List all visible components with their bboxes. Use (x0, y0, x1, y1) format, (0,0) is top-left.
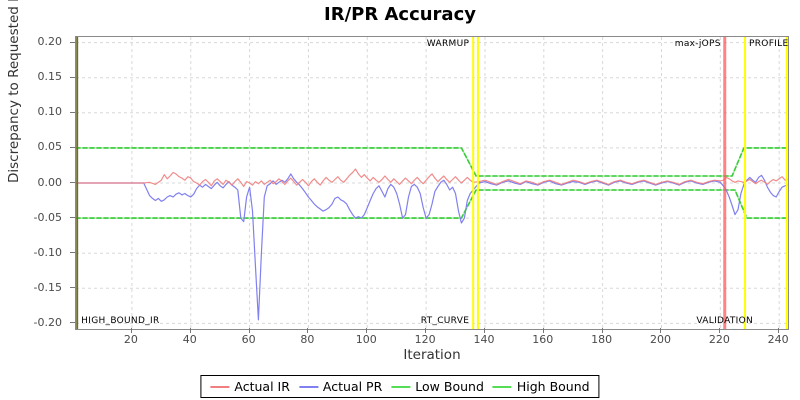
y-tickmark (70, 111, 75, 113)
series-high-bound (76, 147, 788, 177)
legend: Actual IR Actual PR Low Bound High Bound (200, 375, 600, 398)
y-tick-label: -0.10 (33, 245, 62, 259)
y-tick-label: 0.20 (37, 35, 63, 49)
legend-label: Actual IR (234, 379, 290, 394)
plot-area: HIGH_BOUND_IR WARMUP RT_CURVE max-jOPS VALID… (75, 36, 789, 330)
y-tick-label: 0.00 (37, 175, 63, 189)
y-tickmark (70, 182, 75, 183)
x-tick-label: 180 (591, 333, 613, 346)
x-tickmark (660, 328, 662, 333)
x-tick-label: 100 (355, 333, 377, 346)
x-tickmark (601, 328, 603, 333)
y-tickmark (70, 287, 75, 289)
series-actual-ir (76, 168, 788, 188)
chart-title: IR/PR Accuracy (324, 4, 476, 25)
series-high-bound-base (76, 147, 788, 177)
y-tick-label: 0.10 (37, 105, 63, 119)
marker-label-warmup-top: WARMUP (426, 39, 470, 49)
x-tick-label: 120 (414, 333, 436, 346)
legend-swatch (492, 385, 512, 388)
legend-item-low-bound: Low Bound (391, 379, 484, 394)
legend-item-actual-ir: Actual IR (210, 379, 290, 394)
x-tickmark (248, 328, 250, 333)
y-tickmark (70, 76, 75, 78)
legend-swatch (391, 385, 411, 388)
y-tick-label: -0.15 (33, 280, 62, 294)
marker-label-max-jops-bottom: VALIDATION (696, 316, 754, 326)
y-tick-label: 0.05 (37, 140, 63, 154)
series-low-bound (76, 189, 788, 219)
x-tickmark (778, 328, 780, 333)
y-tickmark (70, 146, 75, 148)
legend-item-high-bound: High Bound (492, 379, 590, 394)
legend-label: Low Bound (415, 379, 484, 394)
x-tick-label: 40 (182, 333, 197, 346)
y-tick-label: -0.05 (33, 210, 62, 224)
x-tick-label: 220 (708, 333, 730, 346)
x-tick-label: 140 (473, 333, 495, 346)
legend-label: Actual PR (322, 379, 383, 394)
x-tickmark (366, 328, 368, 333)
x-tick-label: 60 (241, 333, 256, 346)
marker-label-high-bound-ir-bottom: HIGH_BOUND_IR (81, 316, 160, 326)
x-tick-label: 200 (649, 333, 671, 346)
marker-label-warmup-bottom: RT_CURVE (420, 316, 470, 326)
x-tickmark (719, 328, 721, 333)
x-tickmark (542, 328, 544, 333)
x-tick-label: 80 (300, 333, 315, 346)
marker-label-max-jops-top: max-jOPS (674, 39, 721, 49)
legend-swatch (210, 385, 230, 388)
y-tickmark (70, 252, 75, 254)
x-tickmark (307, 328, 309, 333)
x-tickmark (425, 328, 427, 333)
y-tickmark (70, 322, 75, 324)
series-actual-pr (76, 173, 788, 321)
marker-label-profile-top: PROFILE (749, 39, 789, 49)
y-tick-label: -0.20 (33, 315, 62, 329)
x-tickmark (130, 328, 132, 333)
x-tickmark (189, 328, 191, 333)
plot-svg (76, 37, 788, 329)
legend-swatch (298, 385, 318, 388)
x-tick-label: 240 (767, 333, 789, 346)
x-axis-title: Iteration (403, 347, 461, 363)
x-tick-label: 20 (123, 333, 138, 346)
y-tick-label: 0.15 (37, 70, 63, 84)
y-tickmark (70, 41, 75, 43)
y-tickmark (70, 217, 75, 219)
x-tick-label: 160 (532, 333, 554, 346)
legend-item-actual-pr: Actual PR (298, 379, 383, 394)
legend-label: High Bound (516, 379, 590, 394)
x-tickmark (483, 328, 485, 333)
